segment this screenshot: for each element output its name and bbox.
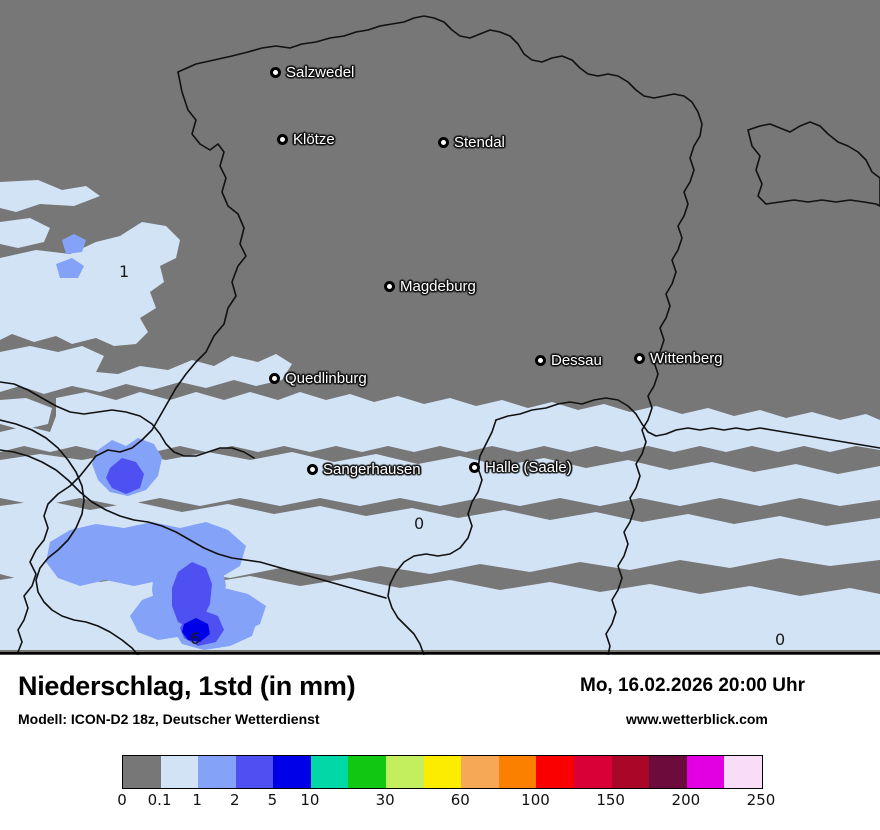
- city-label: Stendal: [454, 134, 505, 151]
- colorbar-band-150-175: [611, 756, 650, 788]
- colorbar-tick-30: 30: [375, 791, 395, 809]
- legend-colorbar: 0 0.1 1 2 5 10 30 60 100 150 200 250: [0, 752, 880, 822]
- city-label: Klötze: [293, 131, 335, 148]
- city-label: Quedlinburg: [285, 370, 367, 387]
- colorbar-strip: [122, 755, 763, 789]
- colorbar-tick-150: 150: [596, 791, 625, 809]
- colorbar-tick-0.1: 0.1: [147, 791, 172, 809]
- colorbar-band-45-60: [423, 756, 462, 788]
- city-dot-icon: [307, 464, 318, 475]
- colorbar-tick-5: 5: [267, 791, 278, 809]
- colorbar-tick-2: 2: [230, 791, 240, 809]
- colorbar-band-30-45: [386, 756, 424, 788]
- city-label: Sangerhausen: [323, 461, 421, 478]
- contour-label: 0: [414, 514, 425, 533]
- colorbar-band-60-80: [461, 756, 499, 788]
- colorbar-band-5-10: [273, 756, 311, 788]
- city-marker-magdeburg[interactable]: Magdeburg: [384, 278, 476, 295]
- precipitation-map[interactable]: 1 0 6 0 Salzwedel Klötze Stendal Magdebu…: [0, 0, 880, 655]
- city-label: Dessau: [551, 352, 602, 369]
- colorbar-tick-60: 60: [450, 791, 470, 809]
- caption-bar: Niederschlag, 1std (in mm) Modell: ICON-…: [0, 655, 880, 750]
- colorbar-band-225-250: [724, 756, 762, 788]
- colorbar-band-10-20: [310, 756, 349, 788]
- colorbar-band-20-30: [348, 756, 387, 788]
- city-dot-icon: [438, 137, 449, 148]
- contour-label: 6: [190, 629, 201, 648]
- colorbar-band-0-0.1: [123, 756, 161, 788]
- city-marker-salzwedel[interactable]: Salzwedel: [270, 64, 354, 81]
- city-marker-quedlinburg[interactable]: Quedlinburg: [269, 370, 367, 387]
- colorbar-band-100-125: [536, 756, 574, 788]
- city-label: Halle (Saale): [485, 459, 572, 476]
- colorbar-band-80-100: [498, 756, 537, 788]
- colorbar-band-200-225: [686, 756, 725, 788]
- city-marker-wittenberg[interactable]: Wittenberg: [634, 350, 723, 367]
- city-dot-icon: [270, 67, 281, 78]
- colorbar-tick-200: 200: [671, 791, 701, 809]
- colorbar-band-0.1-1: [160, 756, 199, 788]
- city-marker-kloetze[interactable]: Klötze: [277, 131, 335, 148]
- model-subtitle: Modell: ICON-D2 18z, Deutscher Wetterdie…: [18, 711, 320, 727]
- colorbar-tick-100: 100: [521, 791, 550, 809]
- city-dot-icon: [634, 353, 645, 364]
- city-label: Salzwedel: [286, 64, 355, 81]
- colorbar-tick-labels: 0 0.1 1 2 5 10 30 60 100 150 200 250: [0, 791, 880, 815]
- contour-label: 1: [119, 262, 130, 281]
- city-dot-icon: [384, 281, 395, 292]
- colorbar-band-125-150: [573, 756, 612, 788]
- administrative-borders: [0, 15, 880, 655]
- contour-label: 0: [775, 630, 786, 649]
- colorbar-band-175-200: [649, 756, 687, 788]
- city-dot-icon: [269, 373, 280, 384]
- valid-timestamp: Mo, 16.02.2026 20:00 Uhr: [580, 675, 805, 696]
- city-marker-dessau[interactable]: Dessau: [535, 352, 602, 369]
- precip-layer-5-10: [182, 618, 210, 642]
- colorbar-tick-1: 1: [192, 791, 202, 809]
- city-dot-icon: [469, 462, 480, 473]
- colorbar-band-1-2: [198, 756, 236, 788]
- city-marker-stendal[interactable]: Stendal: [438, 134, 505, 151]
- city-marker-sangerhausen[interactable]: Sangerhausen: [307, 461, 421, 478]
- page-title: Niederschlag, 1std (in mm): [18, 671, 356, 701]
- colorbar-tick-250: 250: [746, 791, 776, 809]
- colorbar-tick-10: 10: [300, 791, 320, 809]
- city-marker-halle-saale[interactable]: Halle (Saale): [469, 459, 572, 476]
- colorbar-tick-0: 0: [117, 791, 127, 809]
- city-label: Magdeburg: [400, 278, 476, 295]
- website-label: www.wetterblick.com: [626, 711, 768, 727]
- city-dot-icon: [277, 134, 288, 145]
- city-dot-icon: [535, 355, 546, 366]
- colorbar-band-2-5: [235, 756, 274, 788]
- map-canvas: [0, 15, 880, 655]
- city-label: Wittenberg: [650, 350, 723, 367]
